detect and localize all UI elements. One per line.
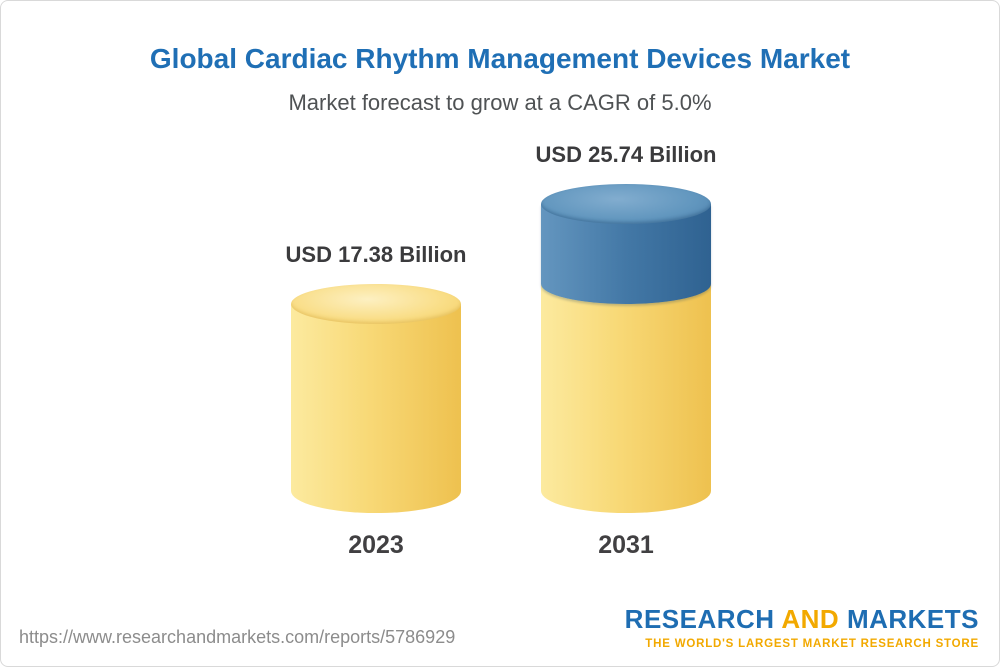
value-label-2031: USD 25.74 Billion bbox=[535, 142, 717, 167]
brand-word-research: RESEARCH bbox=[624, 604, 775, 634]
bar-2031 bbox=[541, 184, 711, 513]
category-label-2023: 2023 bbox=[348, 531, 404, 559]
plot-area: USD 17.38 Billion USD 25.74 Billion bbox=[1, 1, 999, 513]
chart-title: Global Cardiac Rhythm Management Devices… bbox=[149, 43, 851, 74]
brand-word-markets: MARKETS bbox=[846, 604, 979, 634]
report-url-link[interactable]: https://www.researchandmarkets.com/repor… bbox=[19, 627, 456, 647]
brand-tagline: THE WORLD'S LARGEST MARKET RESEARCH STOR… bbox=[645, 638, 979, 650]
brand-word-and: AND bbox=[781, 604, 840, 634]
category-label-2031: 2031 bbox=[598, 531, 654, 559]
brand-wordmark: RESEARCH AND MARKETS bbox=[625, 604, 979, 635]
value-label-2023: USD 17.38 Billion bbox=[285, 242, 467, 267]
bar-2031-top-ellipse bbox=[541, 184, 711, 224]
bar-2023 bbox=[291, 284, 461, 513]
brand-logo: RESEARCH AND MARKETS THE WORLD'S LARGEST… bbox=[625, 604, 979, 650]
bar-2023-top-ellipse bbox=[291, 284, 461, 324]
bar-group-2023: USD 17.38 Billion bbox=[286, 242, 466, 513]
bar-2031-growth-segment bbox=[541, 184, 711, 304]
chart-subtitle: Market forecast to grow at a CAGR of 5.0… bbox=[288, 90, 712, 115]
bar-group-2031: USD 25.74 Billion bbox=[536, 142, 716, 513]
